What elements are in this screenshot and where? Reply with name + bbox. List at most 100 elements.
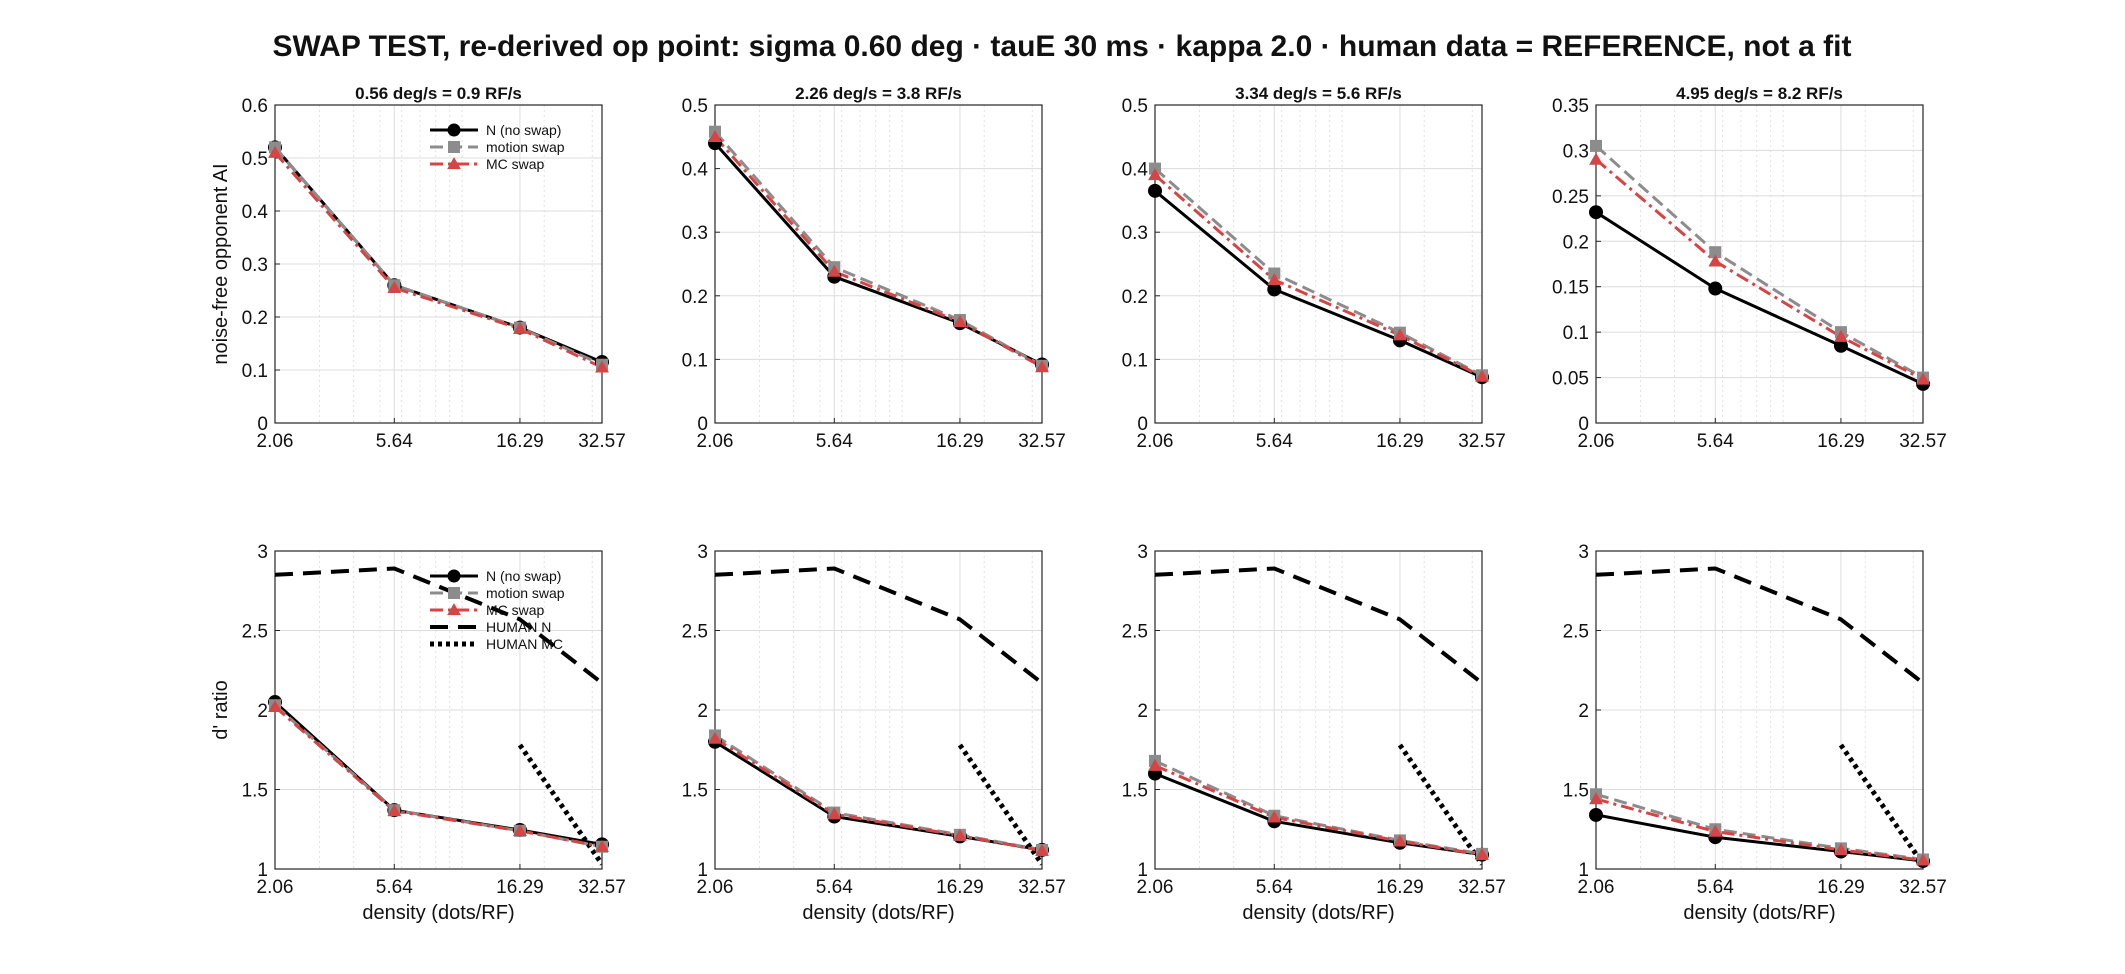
series-motion bbox=[715, 130, 1042, 368]
x-tick-label: 16.29 bbox=[496, 431, 544, 452]
series-line-humanN bbox=[275, 566, 602, 685]
series-line-MC bbox=[1596, 797, 1923, 862]
x-tick-label: 2.06 bbox=[1578, 877, 1615, 898]
legend-entry: N (no swap) bbox=[486, 568, 561, 584]
y-tick-label: 0.1 bbox=[1563, 323, 1589, 344]
y-tick-label: 0.6 bbox=[242, 96, 268, 117]
x-tick-label: 32.57 bbox=[578, 877, 626, 898]
x-tick-label: 2.06 bbox=[1137, 877, 1174, 898]
data-point-MC bbox=[1475, 847, 1489, 860]
y-tick-label: 0.05 bbox=[1552, 369, 1589, 390]
y-tick-label: 0.5 bbox=[1122, 96, 1148, 117]
data-point-N bbox=[1589, 205, 1603, 220]
y-tick-label: 0.4 bbox=[682, 160, 709, 181]
data-point-MC bbox=[595, 360, 609, 373]
tick-labels: 2.06 5.64 16.29 32.57 0 0.1 0.2 0.3 0.4 0.5 bbox=[682, 96, 1066, 452]
y-tick-label: 0 bbox=[1578, 414, 1589, 435]
data-point-N bbox=[1708, 281, 1723, 296]
y-tick-label: 2.5 bbox=[682, 622, 708, 643]
x-tick-label: 5.64 bbox=[1697, 431, 1734, 452]
y-tick-label: 0.1 bbox=[242, 361, 268, 382]
y-tick-label: 1 bbox=[257, 860, 268, 881]
series-line-MC bbox=[1155, 764, 1482, 857]
series-line-MC bbox=[715, 737, 1042, 853]
y-tick-label: 0.4 bbox=[1122, 160, 1149, 181]
y-tick-label: 1.5 bbox=[682, 781, 708, 802]
y-tick-label: 0.3 bbox=[1563, 141, 1589, 162]
y-tick-label: 0.2 bbox=[1563, 232, 1589, 253]
legend-marker-MC bbox=[447, 603, 461, 616]
y-tick-label: 0.1 bbox=[682, 350, 708, 371]
x-tick-label: 5.64 bbox=[376, 431, 413, 452]
series-markers-MC bbox=[1589, 152, 1930, 385]
series-humanMC bbox=[957, 743, 1042, 866]
y-tick-label: 0.4 bbox=[242, 202, 269, 223]
subplot-title: 2.26 deg/s = 3.8 RF/s bbox=[795, 84, 962, 103]
y-tick-label: 0.15 bbox=[1552, 278, 1589, 299]
series-motion bbox=[1155, 167, 1482, 377]
legend-marker-N bbox=[447, 569, 461, 583]
series-line-motion bbox=[275, 146, 602, 367]
y-tick-label: 0 bbox=[1137, 414, 1148, 435]
y-tick-label: 1.5 bbox=[1563, 781, 1589, 802]
y-tick-label: 0.3 bbox=[1122, 223, 1148, 244]
x-tick-label: 32.57 bbox=[1018, 431, 1066, 452]
series-MC bbox=[1155, 764, 1482, 857]
y-axis-label: noise-free opponent AI bbox=[210, 163, 232, 364]
y-tick-label: 0.2 bbox=[1122, 287, 1148, 308]
subplot-title: 3.34 deg/s = 5.6 RF/s bbox=[1235, 84, 1402, 103]
legend-entry: motion swap bbox=[486, 139, 565, 155]
series-MC bbox=[1596, 158, 1923, 381]
data-point-MC bbox=[708, 731, 722, 744]
axes-box bbox=[714, 104, 1043, 424]
x-axis-label: density (dots/RF) bbox=[1683, 902, 1835, 924]
subplot-title: 4.95 deg/s = 8.2 RF/s bbox=[1676, 84, 1843, 103]
x-tick-label: 16.29 bbox=[496, 877, 544, 898]
data-point-MC bbox=[268, 699, 282, 712]
series-MC bbox=[715, 135, 1042, 369]
series-markers-N bbox=[1589, 205, 1930, 391]
tick-labels: 2.06 5.64 16.29 32.57 0 0.1 0.2 0.3 0.4 0.5 bbox=[1122, 96, 1506, 452]
tick-labels: 2.06 5.64 16.29 32.57 1 1.5 2 2.5 3 bbox=[1122, 542, 1506, 898]
series-humanN bbox=[715, 566, 1042, 685]
data-point-MC bbox=[1393, 328, 1407, 341]
axes-box bbox=[1595, 104, 1924, 424]
subplot-r2-c2: 2.06 5.64 16.29 32.57 1 1.5 2 2.5 3 density (dots… bbox=[682, 542, 1066, 924]
series-line-motion bbox=[1155, 167, 1482, 377]
x-tick-label: 16.29 bbox=[1376, 877, 1424, 898]
data-point-MC bbox=[1916, 853, 1930, 866]
x-tick-label: 2.06 bbox=[697, 431, 734, 452]
subplot-r2-c4: 2.06 5.64 16.29 32.57 1 1.5 2 2.5 3 density (dots… bbox=[1563, 542, 1947, 924]
y-tick-label: 0.5 bbox=[242, 149, 268, 170]
y-tick-label: 2 bbox=[257, 701, 268, 722]
y-tick-label: 3 bbox=[1578, 542, 1589, 563]
data-point-MC bbox=[1834, 843, 1848, 856]
subplot-r1-c3: 2.06 5.64 16.29 32.57 0 0.1 0.2 0.3 0.4 0.5 3.34 d… bbox=[1122, 84, 1506, 452]
series-line-humanMC bbox=[1397, 743, 1482, 866]
series-humanN bbox=[275, 566, 602, 685]
data-point-MC bbox=[1475, 369, 1489, 382]
x-tick-label: 32.57 bbox=[1899, 877, 1947, 898]
series-humanMC bbox=[1838, 743, 1923, 866]
tick-labels: 2.06 5.64 16.29 32.57 0 0.05 0.1 0.15 0.2 0.25 0.3… bbox=[1552, 96, 1947, 452]
axes-box bbox=[1154, 104, 1483, 424]
data-point-MC bbox=[387, 280, 402, 294]
x-tick-label: 5.64 bbox=[816, 431, 853, 452]
legend-marker-MC bbox=[447, 157, 461, 170]
x-tick-label: 2.06 bbox=[1137, 431, 1174, 452]
legend-entry: HUMAN N bbox=[486, 619, 551, 635]
data-point-MC bbox=[953, 314, 967, 328]
legend-entry: motion swap bbox=[486, 585, 565, 601]
series-line-motion bbox=[715, 130, 1042, 368]
series-line-motion bbox=[715, 734, 1042, 852]
y-tick-label: 0.3 bbox=[682, 223, 708, 244]
data-point-MC bbox=[1916, 372, 1930, 385]
x-tick-label: 5.64 bbox=[816, 877, 853, 898]
series-line-humanMC bbox=[517, 743, 602, 866]
series-line-N bbox=[1155, 189, 1482, 379]
series-line-humanMC bbox=[957, 743, 1042, 866]
data-point-MC bbox=[1148, 758, 1162, 771]
